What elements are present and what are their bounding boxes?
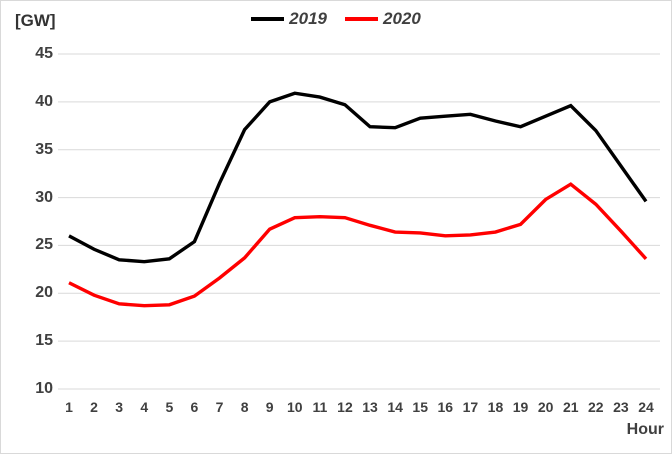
x-tick-label-13: 13: [362, 399, 378, 415]
y-tick-label-15: 15: [35, 332, 53, 350]
x-tick-label-11: 11: [312, 399, 328, 415]
x-tick-label-15: 15: [412, 399, 428, 415]
legend-item-2019[interactable]: 2019: [251, 9, 327, 29]
x-tick-label-10: 10: [286, 399, 303, 415]
x-tick-label-19: 19: [512, 399, 529, 415]
x-tick-label-22: 22: [588, 399, 604, 415]
x-tick-label-5: 5: [165, 399, 174, 415]
x-tick-label-21: 21: [562, 399, 579, 415]
legend-line-swatch-2020: [345, 17, 378, 21]
legend-line-swatch-2019: [251, 17, 285, 21]
x-tick-label-6: 6: [190, 399, 199, 415]
x-tick-label-7: 7: [215, 399, 224, 415]
y-tick-label-25: 25: [35, 236, 53, 254]
y-tick-label-20: 20: [35, 284, 53, 302]
x-tick-label-17: 17: [462, 399, 479, 415]
x-tick-label-12: 12: [337, 399, 353, 415]
x-tick-label-4: 4: [140, 399, 149, 415]
x-tick-label-23: 23: [613, 399, 629, 415]
x-tick-label-18: 18: [487, 399, 504, 415]
y-tick-label-35: 35: [35, 140, 53, 158]
x-tick-label-14: 14: [387, 399, 403, 415]
series-line-2019: [68, 91, 648, 264]
legend-label-2020: 2020: [383, 9, 421, 28]
x-tick-label-20: 20: [537, 399, 554, 415]
legend-label-2019: 2019: [289, 9, 327, 28]
series-line-2020: [68, 182, 648, 308]
x-tick-label-3: 3: [115, 399, 124, 415]
x-tick-label-2: 2: [90, 399, 98, 415]
x-tick-label-16: 16: [437, 399, 454, 415]
y-tick-label-40: 40: [35, 92, 53, 110]
y-axis-unit-label: [GW]: [15, 11, 56, 30]
y-tick-label-45: 45: [35, 45, 53, 62]
y-tick-label-10: 10: [35, 380, 53, 397]
y-tick-label-30: 30: [35, 188, 53, 206]
legend: 2019 2020: [1, 9, 671, 29]
x-tick-label-9: 9: [265, 399, 274, 415]
x-axis-title: Hour: [626, 421, 664, 438]
legend-item-2020[interactable]: 2020: [345, 9, 421, 29]
x-tick-label-1: 1: [65, 399, 73, 415]
x-tick-label-24: 24: [638, 399, 654, 415]
x-tick-label-8: 8: [240, 399, 249, 415]
